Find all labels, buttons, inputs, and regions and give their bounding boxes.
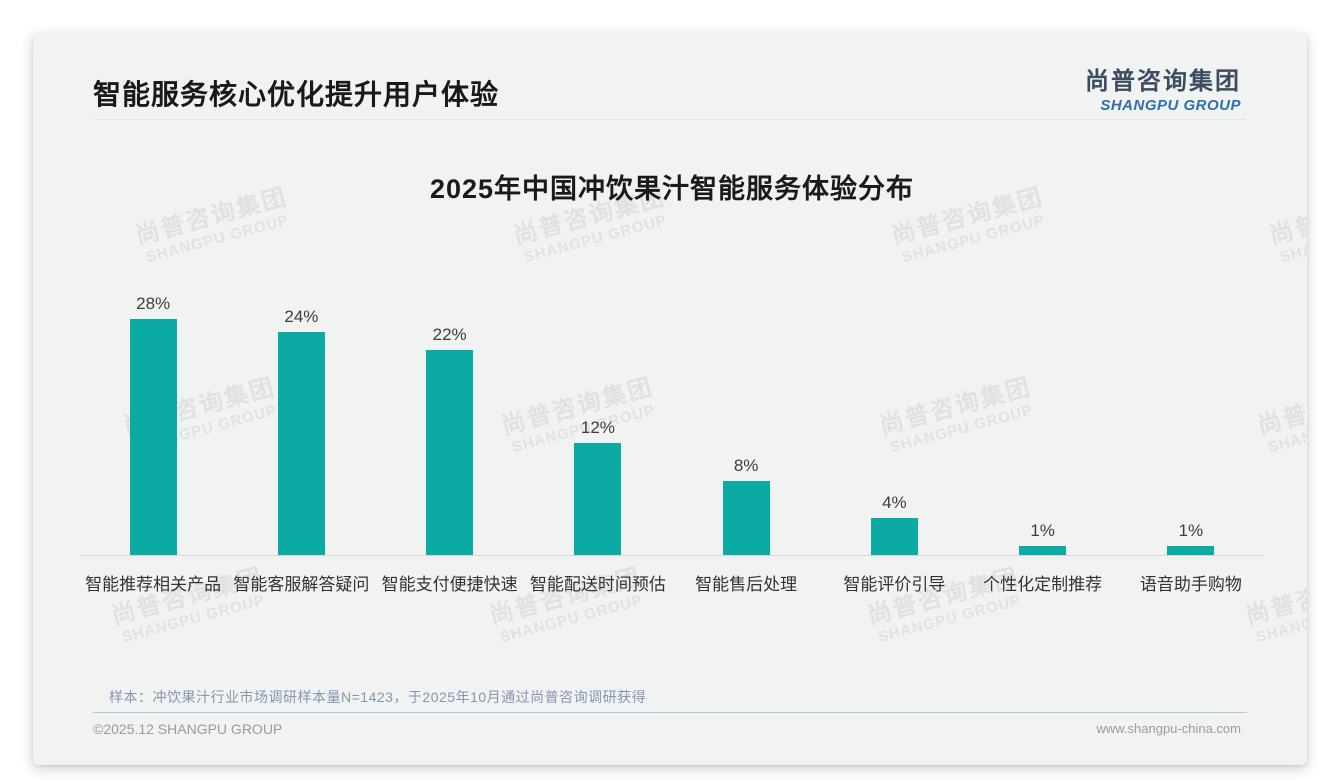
- bar-value-label: 1%: [1030, 521, 1055, 540]
- bar-column: 24%: [227, 294, 375, 555]
- footer-copyright: ©2025.12 SHANGPU GROUP: [93, 721, 283, 737]
- bar-column: 12%: [524, 294, 672, 555]
- bar: [1167, 546, 1215, 555]
- bar-column: 8%: [672, 294, 820, 555]
- bar-value-label: 22%: [432, 325, 467, 344]
- x-axis-label: 个性化定制推荐: [983, 575, 1103, 594]
- sample-footnote: 样本：冲饮果汁行业市场调研样本量N=1423，于2025年10月通过尚普咨询调研…: [109, 689, 647, 705]
- chart-title: 2025年中国冲饮果汁智能服务体验分布: [429, 174, 915, 204]
- bar-column: 28%: [79, 294, 227, 555]
- bar: [129, 319, 177, 555]
- bar-value-label: 1%: [1178, 521, 1204, 540]
- bar-value-label: 4%: [882, 493, 907, 512]
- bar-column: 4%: [820, 294, 968, 555]
- x-axis-label: 语音助手购物: [1139, 575, 1242, 594]
- x-axis-label: 智能售后处理: [695, 575, 798, 594]
- bar-column: 22%: [376, 294, 524, 555]
- footer-divider: [93, 712, 1247, 713]
- bar-chart-plot-area: 28% 24% 22% 12% 8% 4% 1% 1%: [79, 294, 1265, 556]
- bar-value-label: 12%: [580, 418, 615, 437]
- bar: [426, 350, 474, 555]
- x-axis-label: 智能客服解答疑问: [233, 575, 370, 594]
- x-axis-label: 智能评价引导: [843, 575, 946, 594]
- bar-value-label: 24%: [284, 307, 319, 326]
- logo-chinese-text: 尚普咨询集团: [1085, 68, 1241, 95]
- bar-column: 1%: [969, 294, 1117, 555]
- bar: [722, 481, 770, 555]
- company-logo: 尚普咨询集团 SHANGPU GROUP: [1085, 61, 1241, 114]
- page-title: 智能服务核心优化提升用户体验: [93, 79, 500, 110]
- x-axis-label: 智能推荐相关产品: [85, 575, 222, 594]
- bar: [870, 518, 918, 555]
- bar-column: 1%: [1117, 294, 1265, 555]
- logo-english-text: SHANGPU GROUP: [1100, 97, 1241, 114]
- x-axis-label: 智能支付便捷快速: [381, 575, 518, 594]
- bar-value-label: 28%: [136, 294, 171, 313]
- footer-website: www.shangpu-china.com: [1096, 721, 1241, 736]
- slide-content: 智能服务核心优化提升用户体验 尚普咨询集团 SHANGPU GROUP 2025…: [33, 33, 1307, 765]
- bar: [574, 443, 622, 555]
- x-axis-category-labels: 智能推荐相关产品 智能客服解答疑问 智能支付便捷快速 智能配送时间预估 智能售后处理 智能…: [79, 570, 1265, 595]
- header-divider: [93, 119, 1247, 120]
- slide-card: 尚普咨询集团 SHANGPU GROUP 尚普咨询集团 SHANGPU GROUP 尚普…: [33, 33, 1307, 765]
- x-axis-label: 智能配送时间预估: [529, 575, 666, 594]
- bar-value-label: 8%: [733, 456, 759, 475]
- bar: [277, 332, 325, 555]
- bar: [1019, 546, 1067, 555]
